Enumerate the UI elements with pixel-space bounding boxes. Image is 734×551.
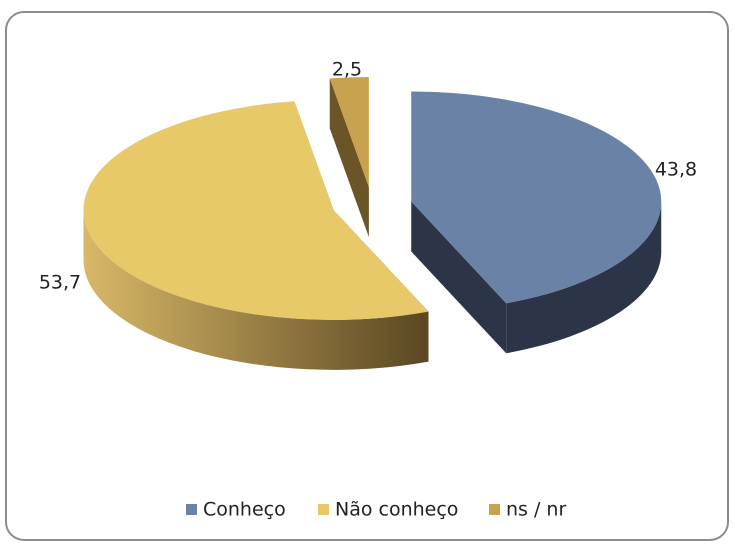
data-label: 2,5 (332, 59, 362, 81)
data-label: 53,7 (39, 272, 81, 294)
legend-swatch (489, 504, 500, 515)
slice (83, 101, 429, 320)
legend-label: ns / nr (506, 499, 566, 521)
slice (329, 77, 369, 188)
slice-side (506, 201, 662, 354)
slice-side (83, 209, 429, 370)
legend-swatch (186, 504, 197, 515)
slice-side (329, 78, 369, 238)
slice-side (411, 201, 507, 354)
legend-label: Não conheço (335, 499, 458, 521)
legend-swatch (318, 504, 329, 515)
legend-label: Conheço (203, 499, 286, 521)
slice (411, 91, 662, 304)
data-label: 43,8 (655, 159, 697, 181)
